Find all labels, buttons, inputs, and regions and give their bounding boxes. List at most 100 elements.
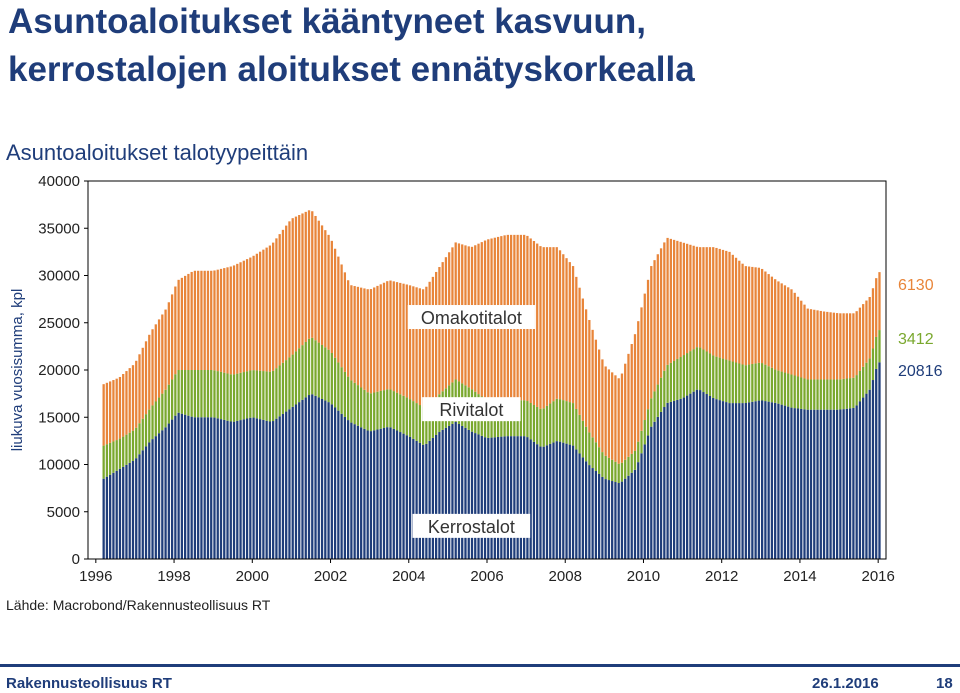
- bar-kerrostalot: [594, 471, 598, 559]
- bar-rivitalot: [793, 375, 796, 409]
- bar-kerrostalot: [197, 417, 200, 559]
- bar-rivitalot: [249, 370, 252, 418]
- bar-kerrostalot: [536, 444, 539, 559]
- bar-kerrostalot: [245, 418, 249, 559]
- bar-omakotitalot: [871, 288, 875, 349]
- bar-omakotitalot: [118, 376, 122, 439]
- bar-omakotitalot: [170, 294, 174, 380]
- bar-rivitalot: [611, 459, 614, 482]
- bar-omakotitalot: [793, 292, 796, 376]
- y-tick-label: 0: [72, 551, 80, 568]
- bar-rivitalot: [542, 408, 545, 447]
- bar-rivitalot: [268, 371, 272, 422]
- bar-rivitalot: [255, 370, 258, 419]
- bar-kerrostalot: [102, 478, 105, 559]
- bar-omakotitalot: [232, 265, 236, 375]
- bar-rivitalot: [252, 370, 255, 418]
- bar-kerrostalot: [575, 449, 578, 559]
- bar-omakotitalot: [754, 267, 757, 364]
- bar-rivitalot: [324, 347, 327, 401]
- bar-kerrostalot: [412, 438, 415, 559]
- bar-kerrostalot: [461, 425, 464, 559]
- bar-rivitalot: [532, 404, 536, 442]
- bar-rivitalot: [708, 353, 712, 396]
- bar-omakotitalot: [164, 309, 167, 390]
- bar-kerrostalot: [236, 420, 239, 559]
- bar-rivitalot: [555, 398, 558, 442]
- bar-kerrostalot: [337, 410, 340, 559]
- bar-kerrostalot: [770, 402, 774, 559]
- bar-rivitalot: [536, 406, 539, 445]
- bar-omakotitalot: [584, 309, 588, 427]
- bar-rivitalot: [757, 362, 761, 401]
- bar-kerrostalot: [487, 437, 490, 559]
- bar-kerrostalot: [728, 403, 731, 559]
- bar-kerrostalot: [705, 394, 708, 559]
- bar-kerrostalot: [177, 412, 180, 559]
- bar-omakotitalot: [744, 266, 747, 366]
- bar-omakotitalot: [412, 286, 415, 402]
- bar-kerrostalot: [862, 397, 865, 559]
- bar-omakotitalot: [731, 254, 734, 362]
- bar-omakotitalot: [366, 289, 369, 393]
- bar-omakotitalot: [389, 280, 392, 390]
- bar-omakotitalot: [115, 378, 118, 441]
- bar-rivitalot: [363, 389, 366, 429]
- bar-rivitalot: [558, 399, 562, 442]
- bar-omakotitalot: [650, 266, 653, 399]
- bar-rivitalot: [519, 400, 523, 437]
- bar-omakotitalot: [855, 311, 858, 376]
- bar-kerrostalot: [441, 429, 444, 559]
- bar-rivitalot: [751, 363, 754, 402]
- bar-kerrostalot: [161, 430, 164, 559]
- bar-omakotitalot: [803, 304, 806, 379]
- bar-rivitalot: [275, 368, 278, 419]
- bar-rivitalot: [871, 348, 875, 381]
- bar-kerrostalot: [783, 405, 787, 559]
- bar-kerrostalot: [193, 417, 197, 559]
- bar-rivitalot: [408, 399, 412, 437]
- bar-kerrostalot: [558, 441, 562, 559]
- bar-omakotitalot: [800, 300, 803, 378]
- bar-kerrostalot: [112, 472, 115, 559]
- series-label-text: Omakotitalot: [421, 308, 522, 328]
- bar-omakotitalot: [591, 329, 594, 438]
- bar-rivitalot: [399, 394, 402, 433]
- bar-rivitalot: [826, 379, 829, 410]
- bar-omakotitalot: [614, 375, 617, 462]
- bar-omakotitalot: [542, 247, 545, 409]
- bar-omakotitalot: [206, 270, 210, 370]
- bar-kerrostalot: [695, 389, 699, 559]
- bar-rivitalot: [314, 340, 317, 396]
- bar-omakotitalot: [180, 277, 184, 370]
- bar-rivitalot: [640, 430, 643, 454]
- bar-kerrostalot: [346, 420, 350, 559]
- bar-omakotitalot: [875, 278, 878, 337]
- bar-omakotitalot: [402, 283, 405, 396]
- bar-omakotitalot: [832, 312, 835, 380]
- bar-kerrostalot: [513, 436, 516, 559]
- bar-rivitalot: [197, 370, 200, 418]
- bar-omakotitalot: [356, 286, 360, 386]
- x-tick-label: 2006: [470, 568, 503, 585]
- bar-omakotitalot: [346, 280, 350, 377]
- bar-kerrostalot: [265, 420, 268, 559]
- bar-omakotitalot: [288, 221, 291, 358]
- bar-kerrostalot: [666, 402, 669, 559]
- bar-omakotitalot: [575, 276, 578, 409]
- bar-omakotitalot: [594, 339, 598, 443]
- bar-rivitalot: [236, 373, 239, 421]
- bar-kerrostalot: [402, 433, 405, 559]
- bar-rivitalot: [819, 379, 822, 410]
- bar-kerrostalot: [467, 429, 470, 559]
- bar-kerrostalot: [787, 406, 790, 559]
- bar-omakotitalot: [223, 268, 226, 373]
- bar-omakotitalot: [611, 372, 614, 460]
- y-tick-label: 5000: [47, 504, 80, 521]
- bar-kerrostalot: [591, 468, 594, 559]
- bar-kerrostalot: [793, 408, 796, 559]
- bar-rivitalot: [822, 379, 826, 410]
- bar-rivitalot: [653, 391, 656, 422]
- bar-rivitalot: [360, 387, 363, 428]
- bar-kerrostalot: [734, 403, 738, 559]
